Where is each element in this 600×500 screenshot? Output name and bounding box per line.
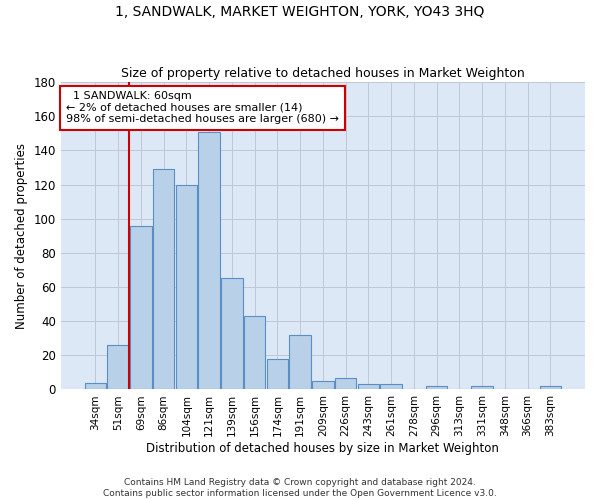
Bar bbox=[130, 226, 152, 390]
Bar bbox=[244, 316, 265, 390]
Bar bbox=[289, 335, 311, 390]
Bar bbox=[380, 384, 402, 390]
Y-axis label: Number of detached properties: Number of detached properties bbox=[15, 143, 28, 329]
Text: 1, SANDWALK, MARKET WEIGHTON, YORK, YO43 3HQ: 1, SANDWALK, MARKET WEIGHTON, YORK, YO43… bbox=[115, 5, 485, 19]
X-axis label: Distribution of detached houses by size in Market Weighton: Distribution of detached houses by size … bbox=[146, 442, 499, 455]
Bar bbox=[312, 381, 334, 390]
Title: Size of property relative to detached houses in Market Weighton: Size of property relative to detached ho… bbox=[121, 66, 525, 80]
Bar bbox=[176, 184, 197, 390]
Bar bbox=[472, 386, 493, 390]
Bar bbox=[107, 345, 129, 390]
Bar bbox=[85, 382, 106, 390]
Bar bbox=[426, 386, 448, 390]
Bar bbox=[266, 358, 288, 390]
Bar bbox=[358, 384, 379, 390]
Bar bbox=[539, 386, 561, 390]
Text: 1 SANDWALK: 60sqm
← 2% of detached houses are smaller (14)
98% of semi-detached : 1 SANDWALK: 60sqm ← 2% of detached house… bbox=[66, 92, 339, 124]
Bar bbox=[335, 378, 356, 390]
Bar bbox=[199, 132, 220, 390]
Bar bbox=[153, 169, 175, 390]
Bar bbox=[221, 278, 243, 390]
Text: Contains HM Land Registry data © Crown copyright and database right 2024.
Contai: Contains HM Land Registry data © Crown c… bbox=[103, 478, 497, 498]
